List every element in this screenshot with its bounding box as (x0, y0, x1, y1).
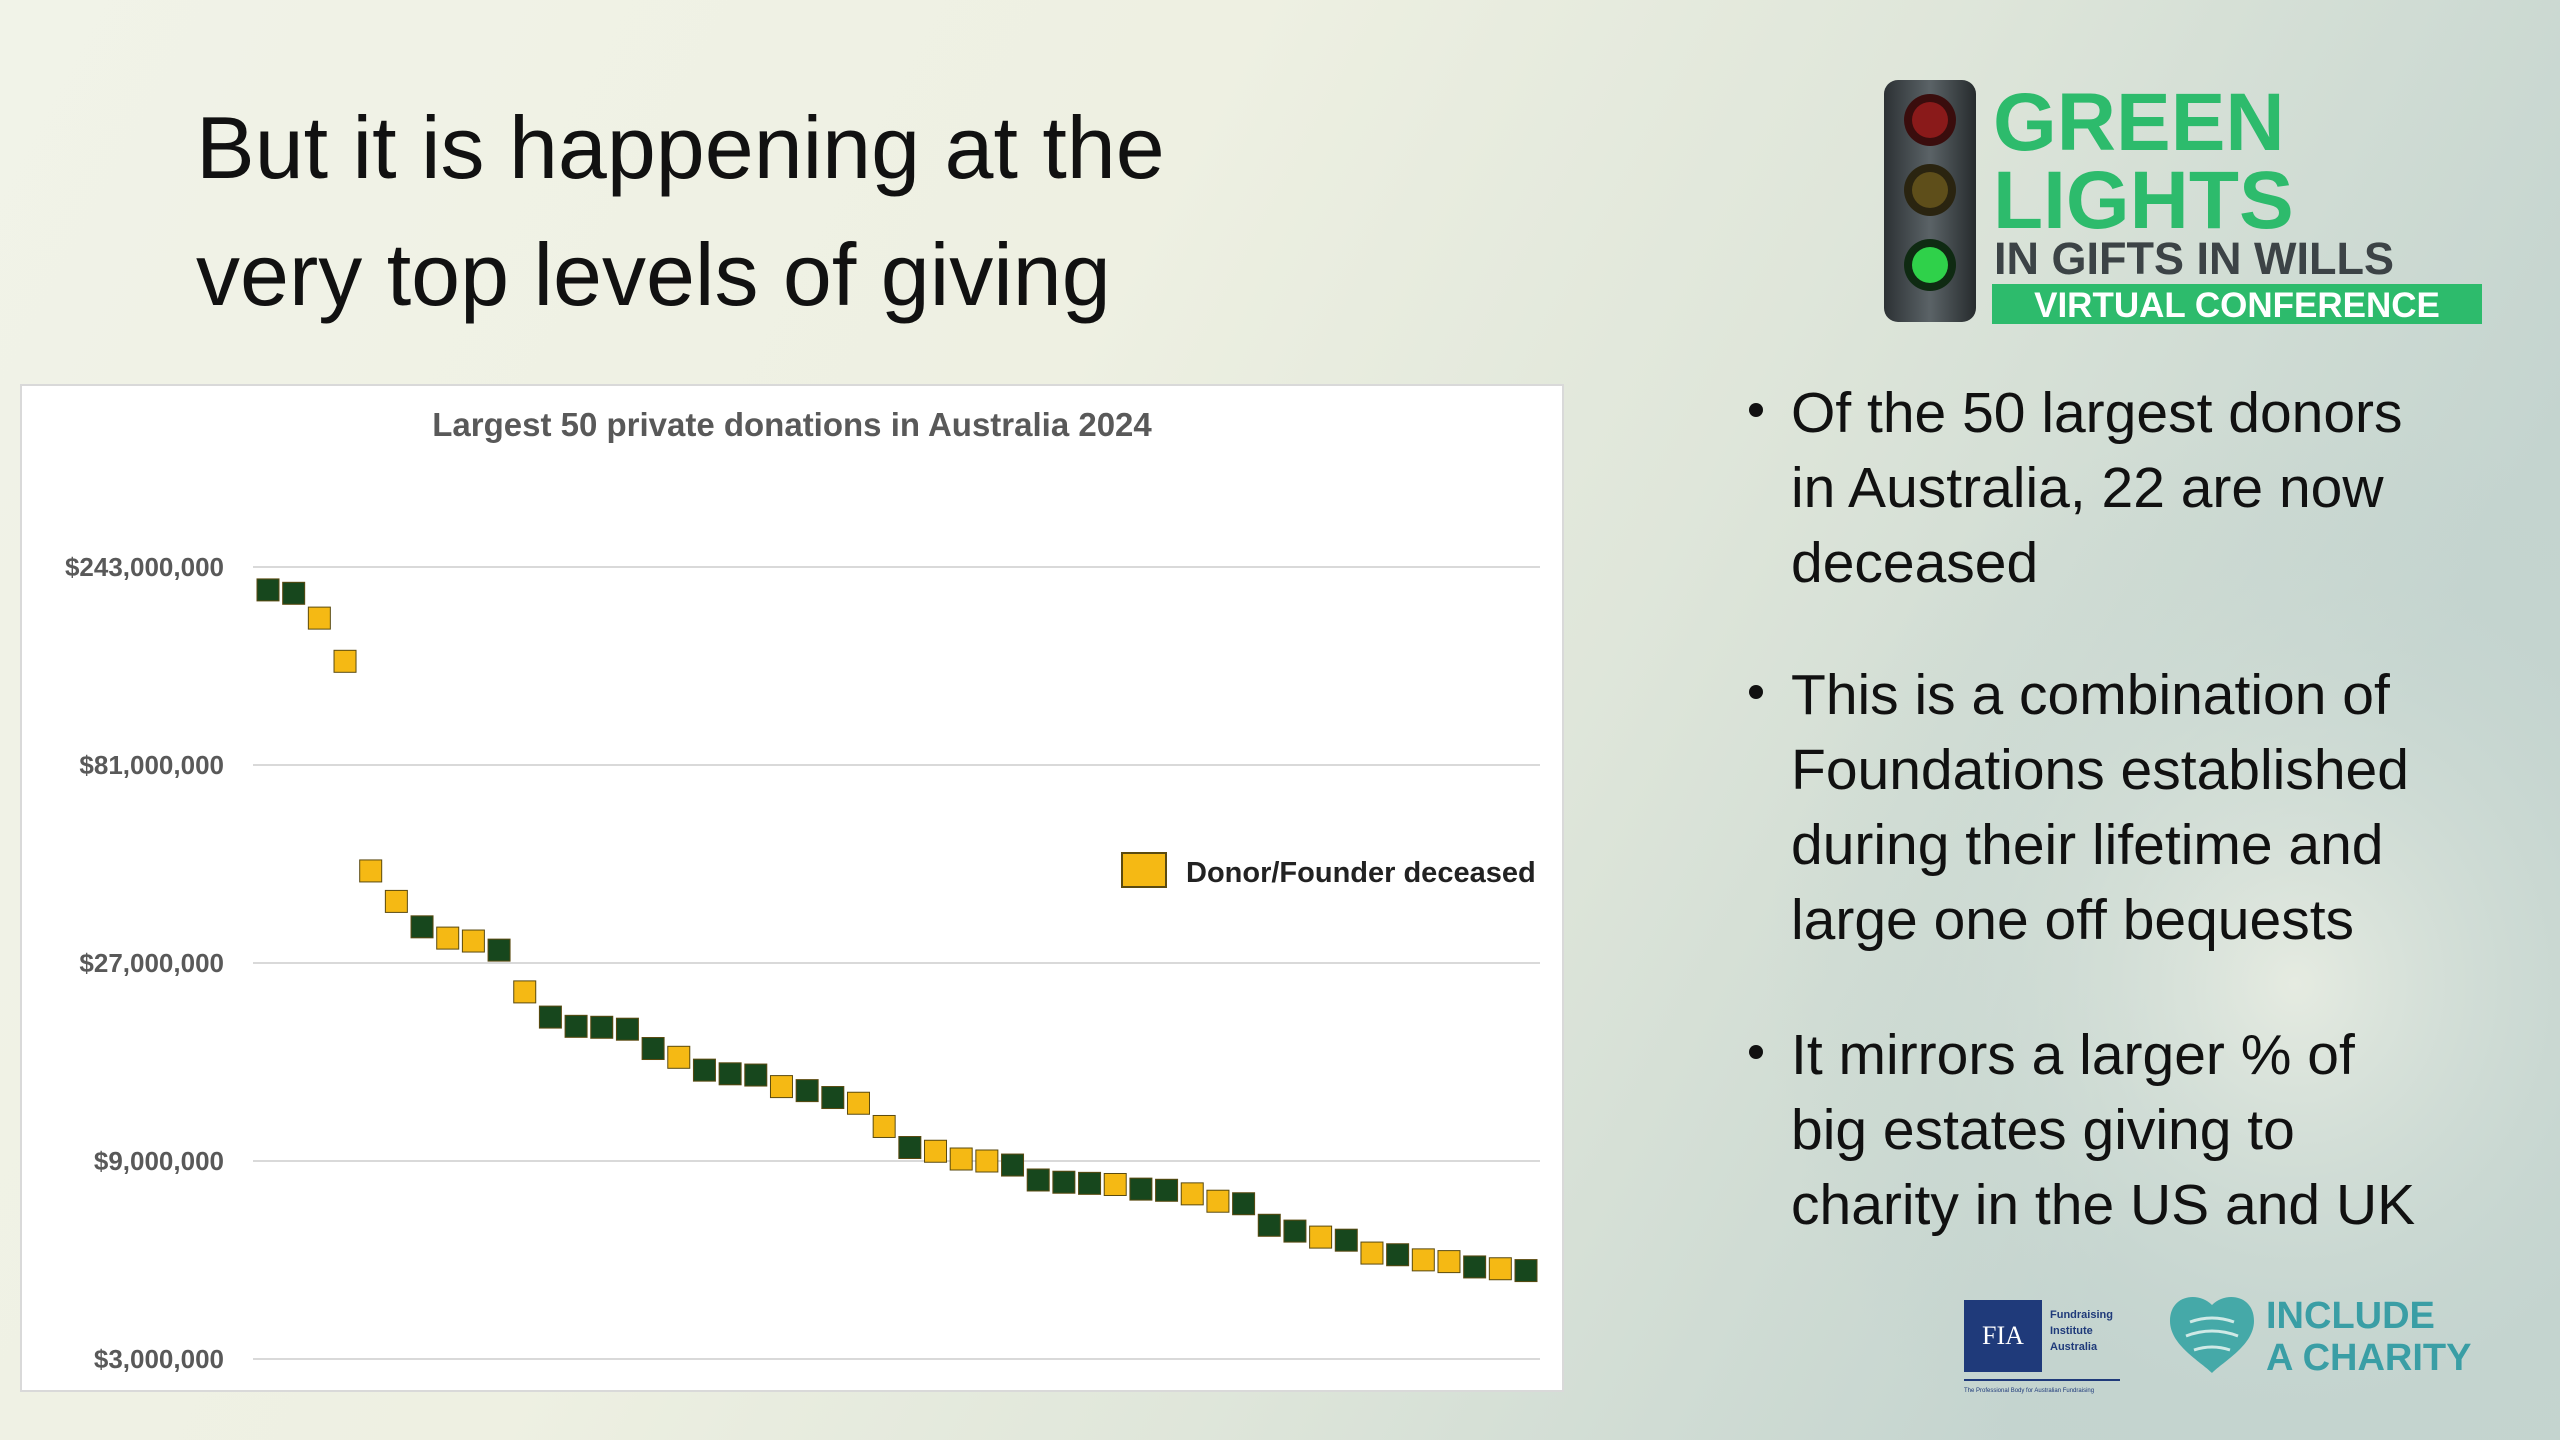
fia-name: Institute (2050, 1325, 2093, 1337)
data-point (769, 1075, 793, 1099)
data-point (513, 980, 537, 1004)
data-point (744, 1063, 768, 1087)
data-point (1386, 1243, 1410, 1267)
data-point (615, 1017, 639, 1041)
y-tick-label: $243,000,000 (65, 552, 224, 582)
data-point (898, 1136, 922, 1160)
data-point (410, 915, 434, 939)
fia-name: Australia (2050, 1341, 2098, 1353)
bullet-text: This is a combination of (1791, 663, 2390, 727)
bullet-text: in Australia, 22 are now (1791, 456, 2384, 520)
data-point (256, 578, 280, 602)
y-tick-label: $3,000,000 (94, 1344, 224, 1374)
traffic-light-icon (1884, 80, 1976, 322)
data-point (564, 1014, 588, 1038)
data-point (1129, 1177, 1153, 1201)
data-point (1026, 1168, 1050, 1192)
include-charity-text: INCLUDE (2266, 1295, 2435, 1337)
data-point (1155, 1178, 1179, 1202)
bullet-text: Of the 50 largest donors (1791, 381, 2403, 445)
slide-title: very top levels of giving (196, 225, 1111, 324)
y-tick-label: $27,000,000 (79, 948, 224, 978)
logo-text: GREEN (1993, 77, 2285, 168)
y-tick-label: $81,000,000 (79, 750, 224, 780)
data-point (975, 1149, 999, 1173)
include-charity-text: A CHARITY (2266, 1337, 2471, 1379)
data-point (872, 1114, 896, 1138)
data-point (333, 649, 357, 673)
bullet-dot (1749, 403, 1763, 417)
data-point (949, 1147, 973, 1171)
data-point (1283, 1219, 1307, 1243)
data-point (436, 926, 460, 950)
data-point (487, 938, 511, 962)
logo-text: IN GIFTS IN WILLS (1994, 233, 2394, 284)
data-point (359, 859, 383, 883)
bullet-text: deceased (1791, 531, 2038, 595)
data-point (667, 1045, 691, 1069)
data-point (1334, 1228, 1358, 1252)
data-point (282, 581, 306, 605)
data-point (1463, 1255, 1487, 1279)
data-point (795, 1079, 819, 1103)
data-point (1360, 1241, 1384, 1265)
legend-swatch (1121, 852, 1167, 888)
legend-label: Donor/Founder deceased (1186, 857, 1536, 889)
bullet-text: It mirrors a larger % of (1791, 1023, 2355, 1087)
data-point (718, 1062, 742, 1086)
logo-text: VIRTUAL CONFERENCE (2034, 286, 2440, 325)
data-point (692, 1058, 716, 1082)
fia-tagline: The Professional Body for Australian Fun… (1964, 1388, 2094, 1394)
bullet-text: large one off bequests (1791, 888, 2354, 952)
slide-title: But it is happening at the (196, 98, 1165, 197)
data-point (1514, 1259, 1538, 1283)
data-point (1078, 1171, 1102, 1195)
bullet-dot (1749, 1045, 1763, 1059)
data-point (1411, 1248, 1435, 1272)
fia-text: FIA (1982, 1321, 2024, 1350)
data-point (1206, 1189, 1230, 1213)
data-point (1257, 1213, 1281, 1237)
heart-icon (2170, 1297, 2254, 1373)
bullet-dot (1749, 685, 1763, 699)
heart-icon-lines (2185, 1316, 2239, 1352)
data-point (846, 1091, 870, 1115)
data-point (1488, 1257, 1512, 1281)
data-point (1232, 1192, 1256, 1216)
data-point (1052, 1170, 1076, 1194)
chart-title: Largest 50 private donations in Australi… (432, 406, 1152, 443)
bullet-text: big estates giving to (1791, 1098, 2295, 1162)
fia-logo (1964, 1300, 2120, 1381)
data-point (461, 929, 485, 953)
y-tick-label: $9,000,000 (94, 1146, 224, 1176)
data-point (1001, 1153, 1025, 1177)
data-point (384, 889, 408, 913)
data-point (641, 1037, 665, 1061)
data-point (590, 1015, 614, 1039)
data-point (821, 1086, 845, 1110)
data-point (1437, 1250, 1461, 1274)
data-point (538, 1005, 562, 1029)
data-point (1309, 1225, 1333, 1249)
bullet-text: Foundations established (1791, 738, 2409, 802)
background-mist (1500, 300, 2560, 1440)
data-point (1180, 1182, 1204, 1206)
bullet-text: during their lifetime and (1791, 813, 2384, 877)
data-point (924, 1139, 948, 1163)
fia-name: Fundraising (2050, 1309, 2113, 1321)
logo-text: LIGHTS (1993, 155, 2294, 246)
data-point (1103, 1172, 1127, 1196)
bullet-text: charity in the US and UK (1791, 1173, 2415, 1237)
logo-banner (1992, 284, 2482, 324)
data-point (307, 606, 331, 630)
